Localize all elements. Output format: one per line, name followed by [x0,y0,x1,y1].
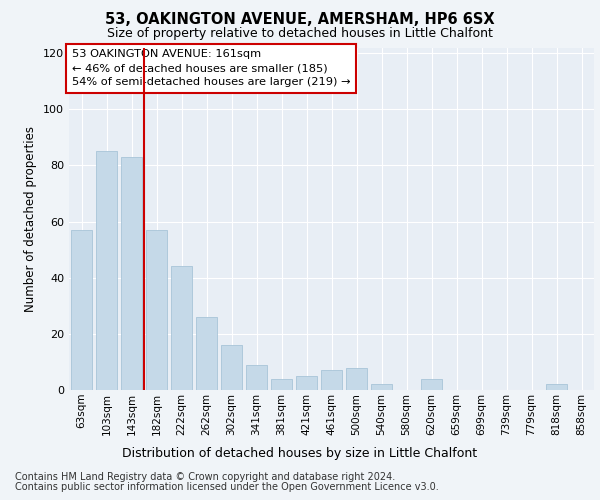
Bar [121,157,142,390]
Text: 53 OAKINGTON AVENUE: 161sqm
← 46% of detached houses are smaller (185)
54% of se: 53 OAKINGTON AVENUE: 161sqm ← 46% of det… [71,49,350,87]
Bar [271,379,292,390]
Text: Contains HM Land Registry data © Crown copyright and database right 2024.: Contains HM Land Registry data © Crown c… [15,472,395,482]
Text: 53, OAKINGTON AVENUE, AMERSHAM, HP6 6SX: 53, OAKINGTON AVENUE, AMERSHAM, HP6 6SX [105,12,495,28]
Text: Distribution of detached houses by size in Little Chalfont: Distribution of detached houses by size … [122,448,478,460]
Bar [221,345,242,390]
Bar [246,364,267,390]
Bar [421,379,442,390]
Y-axis label: Number of detached properties: Number of detached properties [25,126,37,312]
Text: Size of property relative to detached houses in Little Chalfont: Size of property relative to detached ho… [107,28,493,40]
Bar [96,152,117,390]
Bar [371,384,392,390]
Bar [71,230,92,390]
Bar [296,376,317,390]
Bar [321,370,342,390]
Bar [146,230,167,390]
Bar [346,368,367,390]
Text: Contains public sector information licensed under the Open Government Licence v3: Contains public sector information licen… [15,482,439,492]
Bar [196,317,217,390]
Bar [171,266,192,390]
Bar [546,384,567,390]
